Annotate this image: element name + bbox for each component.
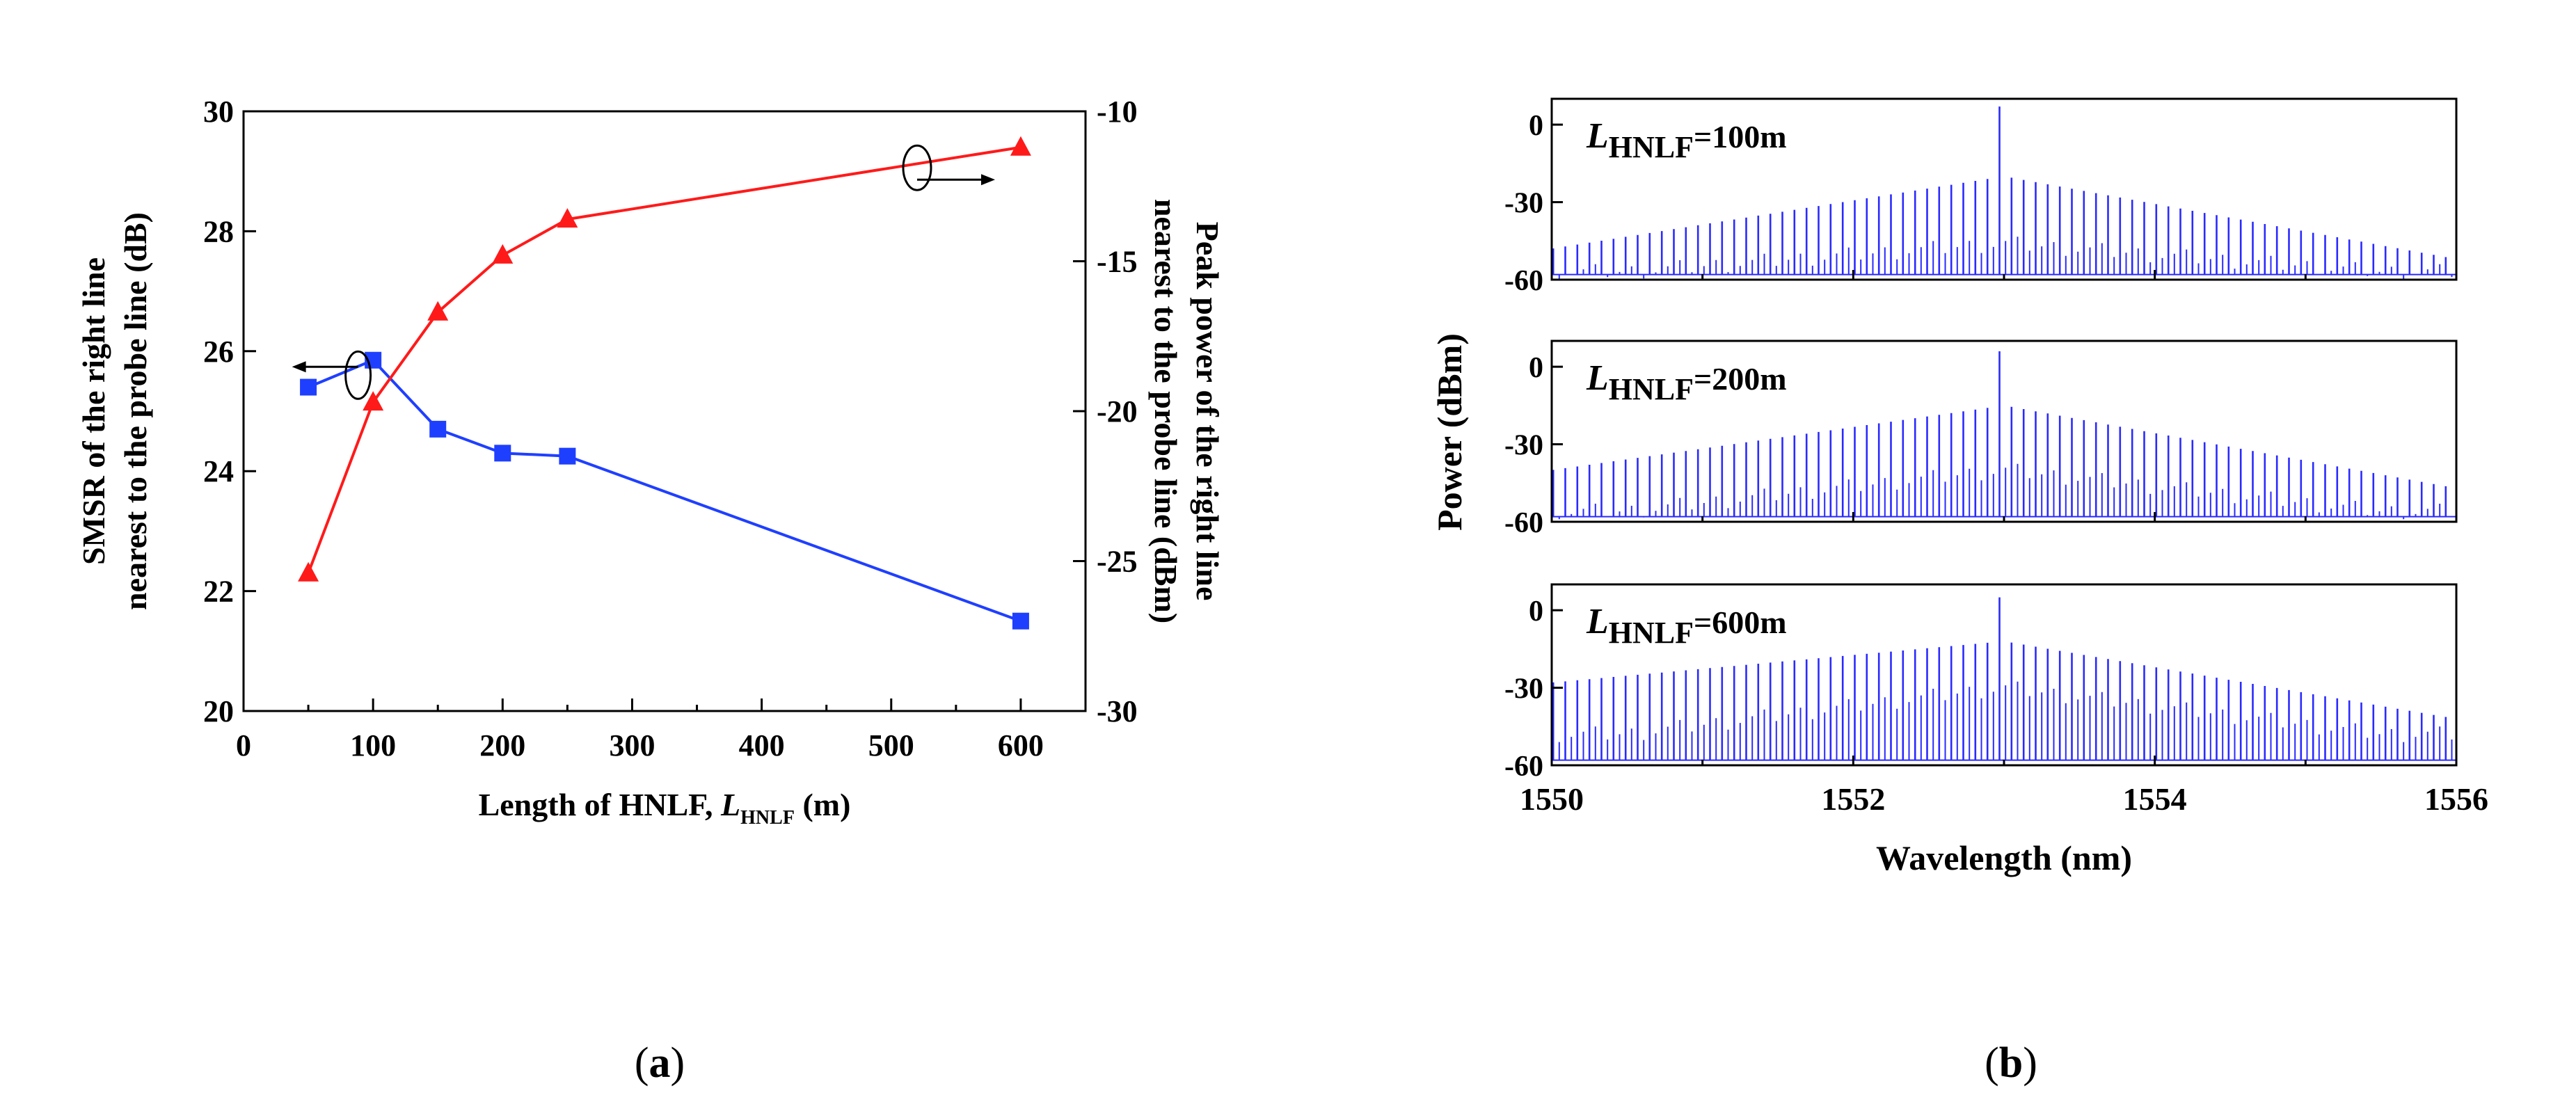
y-tick-label: 0 <box>1529 352 1543 384</box>
y-tick-label: 0 <box>1529 596 1543 628</box>
y-tick-label: -30 <box>1504 188 1543 220</box>
x-tick-label: 1556 <box>2424 781 2488 817</box>
y-left-axis-label: SMSR of the right line nearest to the pro… <box>76 212 153 610</box>
x-tick-label: 500 <box>868 728 914 762</box>
power-point <box>557 208 578 228</box>
panel-label: LHNLF=200m <box>1586 358 1787 406</box>
y-left-label-line1: SMSR of the right line <box>76 257 111 565</box>
mixing-products <box>1558 681 2453 760</box>
power-point <box>492 243 514 264</box>
y-tick-label: 0 <box>1529 110 1543 142</box>
mixing-products <box>1558 463 2441 520</box>
x-tick-label: 300 <box>609 728 655 762</box>
x-axis-label-b: Wavelength (nm) <box>1876 838 2132 877</box>
panel-frame <box>1550 340 2458 523</box>
y-tick-label: -30 <box>1504 673 1543 705</box>
x-tick-label: 600 <box>998 728 1044 762</box>
y-left-label-line2: nearest to the probe line (dB) <box>118 212 153 610</box>
spectrum-panel-1: 0 -30 -60 LHNLF=100m <box>1504 97 2458 297</box>
x-tick-label: 400 <box>739 728 785 762</box>
comb-lines <box>1552 351 2447 517</box>
spectrum-panel-3: 0 -30 -60 LHNLF=600m <box>1504 583 2458 783</box>
smsr-point <box>1012 612 1029 630</box>
x-tick-label: 1554 <box>2123 781 2187 817</box>
panel-frame <box>1550 583 2458 767</box>
smsr-point <box>559 447 576 465</box>
annotation-arrowhead-left <box>292 361 306 373</box>
x-axis-label-subscript: HNLF <box>740 807 795 829</box>
mixing-products <box>1558 237 2453 280</box>
y-left-tick-label: 22 <box>203 575 234 609</box>
smsr-point <box>300 378 317 396</box>
y-left-tick-label: 26 <box>203 335 234 369</box>
x-axis-label-unit: (m) <box>795 787 850 822</box>
x-tick-label: 0 <box>236 728 251 762</box>
y-axis-label-b-group: Power (dBm) <box>1430 333 1469 531</box>
y-left-tick-label: 28 <box>203 214 234 248</box>
panel-frame <box>1550 97 2458 281</box>
power-point <box>298 561 319 582</box>
y-left-tick-label: 20 <box>203 694 234 728</box>
x-axis-label-symbol: L <box>720 787 740 822</box>
y-tick-label: -30 <box>1504 430 1543 462</box>
x-tick-label: 200 <box>479 728 525 762</box>
x-tick-label: 1550 <box>1520 781 1584 817</box>
panel-label-symbol: L <box>1586 602 1609 641</box>
caption-b: (b) <box>1985 1039 2037 1087</box>
x-axis-label-a: Length of HNLF, LHNLF (m) <box>479 787 851 829</box>
panel-label-symbol: L <box>1586 358 1609 398</box>
comb-lines <box>1552 106 2447 275</box>
chart-b: 0-30-60LHNLF=100m0-30-60LHNLF=200m0-30-6… <box>1430 97 2488 877</box>
panel-label-subscript: HNLF <box>1609 616 1694 650</box>
y-right-tick-label: -15 <box>1097 245 1138 279</box>
series-line-smsr <box>308 358 1021 623</box>
caption-a: (a) <box>635 1039 685 1087</box>
y-tick-label: -60 <box>1504 265 1543 297</box>
panel-label-value: =100m <box>1694 119 1787 154</box>
y-right-tick-label: -10 <box>1097 95 1138 129</box>
panel-label-symbol: L <box>1586 116 1609 156</box>
y-left-tick-label: 30 <box>203 95 234 129</box>
annotation-ellipse-right <box>902 144 932 191</box>
panel-label-value: =600m <box>1694 605 1787 640</box>
series-line-peak-power <box>307 145 1021 574</box>
power-point <box>1010 136 1031 156</box>
smsr-point <box>429 420 447 438</box>
y-tick-label: -60 <box>1504 751 1543 783</box>
annotation-arrowhead-right <box>981 174 995 186</box>
panel-label-subscript: HNLF <box>1609 130 1694 164</box>
panel-label: LHNLF=100m <box>1586 116 1787 164</box>
x-tick-label: 1552 <box>1821 781 1885 817</box>
annotation-ellipse-left <box>344 350 372 400</box>
y-left-tick-label: 24 <box>203 454 234 488</box>
chart-a: 0 100 200 300 400 500 600 20 22 24 26 28 30 -30 -25 -20… <box>76 95 1225 829</box>
power-point <box>427 301 449 321</box>
x-axis-label-prefix: Length of HNLF, <box>479 787 721 822</box>
comb-lines <box>1552 597 2447 760</box>
smsr-point <box>494 445 511 462</box>
y-right-tick-label: -25 <box>1097 545 1138 579</box>
y-right-tick-label: -20 <box>1097 394 1138 429</box>
spectrum-panel-2: 0 -30 -60 LHNLF=200m <box>1504 340 2458 539</box>
y-axis-label-b: Power (dBm) <box>1430 333 1469 531</box>
power-point <box>363 391 384 411</box>
y-right-label-line2: nearest to the probe line (dBm) <box>1148 199 1184 623</box>
y-right-tick-label: -30 <box>1097 694 1138 728</box>
panel-label: LHNLF=600m <box>1586 602 1787 650</box>
x-tick-label: 100 <box>350 728 396 762</box>
y-right-label-line1: Peak power of the right line <box>1190 222 1225 601</box>
panel-label-value: =200m <box>1694 361 1787 397</box>
y-tick-label: -60 <box>1504 507 1543 539</box>
panel-label-subscript: HNLF <box>1609 372 1694 406</box>
